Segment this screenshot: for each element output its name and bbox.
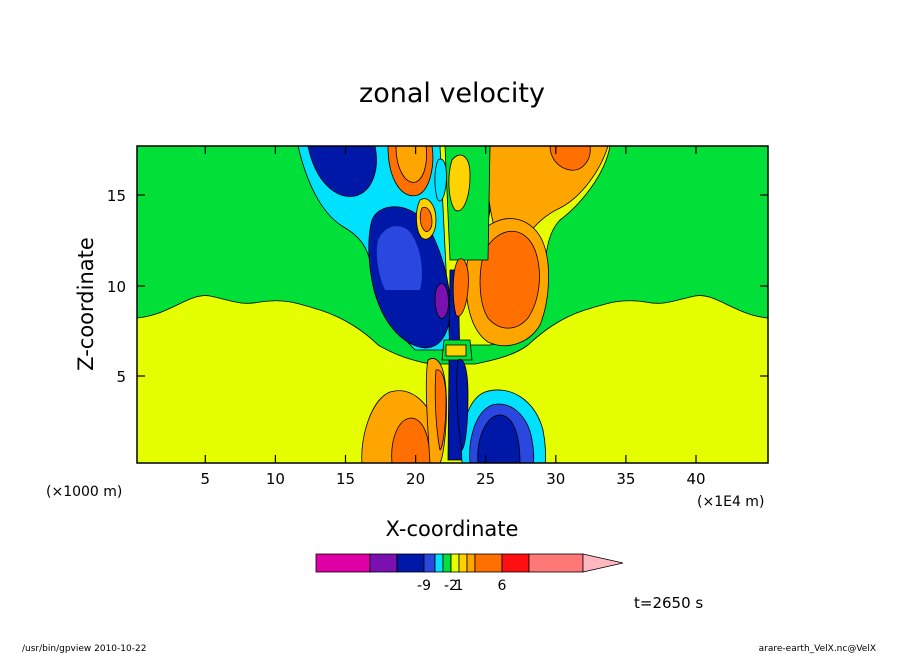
x-tick-label: 15 <box>336 470 355 488</box>
x-unit-right: (×1E4 m) <box>697 494 764 510</box>
x-tick-label: 35 <box>616 470 635 488</box>
colorbar-label: -2 <box>444 578 458 594</box>
colorbar: -9 -21 6 <box>315 553 624 594</box>
y-tick-label: 5 <box>116 368 126 386</box>
x-tick-label: 5 <box>201 470 211 488</box>
colorbar-segment <box>466 553 476 573</box>
colorbar-label: -9 <box>417 578 431 594</box>
x-axis-label: X-coordinate <box>386 517 519 541</box>
y-tick-label: 10 <box>107 278 126 296</box>
x-unit-left: (×1000 m) <box>46 484 122 500</box>
x-tick-label: 30 <box>546 470 565 488</box>
colorbar-segment <box>450 553 460 573</box>
colorbar-label: 6 <box>498 578 507 594</box>
colorbar-label: 1 <box>455 578 464 594</box>
plot-area <box>136 145 769 464</box>
x-tick-label: 25 <box>476 470 495 488</box>
footer-right: arare-earth_VelX.nc@VelX <box>759 644 876 654</box>
colorbar-extension-arrow <box>582 553 624 573</box>
colorbar-segment <box>423 553 436 573</box>
colorbar-segment <box>442 553 452 573</box>
colorbar-segment <box>501 553 530 573</box>
y-axis-label: Z-coordinate <box>74 237 98 371</box>
x-tick-labels: 5 10 15 20 25 30 35 40 <box>201 470 706 488</box>
x-tick-label: 40 <box>686 470 705 488</box>
colorbar-segment <box>528 553 584 573</box>
colorbar-segment <box>315 553 371 573</box>
footer-left: /usr/bin/gpview 2010-10-22 <box>22 644 146 654</box>
colorbar-segment <box>458 553 468 573</box>
contour-upper-blue <box>307 146 377 197</box>
chart-title: zonal velocity <box>359 78 545 109</box>
contour-center-column <box>434 283 449 319</box>
x-tick-label: 10 <box>266 470 285 488</box>
colorbar-segment <box>434 553 444 573</box>
y-tick-labels: 5 10 15 <box>107 187 126 386</box>
colorbar-segment <box>369 553 398 573</box>
colorbar-segment <box>474 553 503 573</box>
colorbar-segment <box>396 553 425 573</box>
axes <box>137 146 768 463</box>
plot-frame <box>136 145 769 464</box>
x-tick-label: 20 <box>406 470 425 488</box>
y-tick-label: 15 <box>107 187 126 205</box>
time-label: t=2650 s <box>634 594 703 612</box>
